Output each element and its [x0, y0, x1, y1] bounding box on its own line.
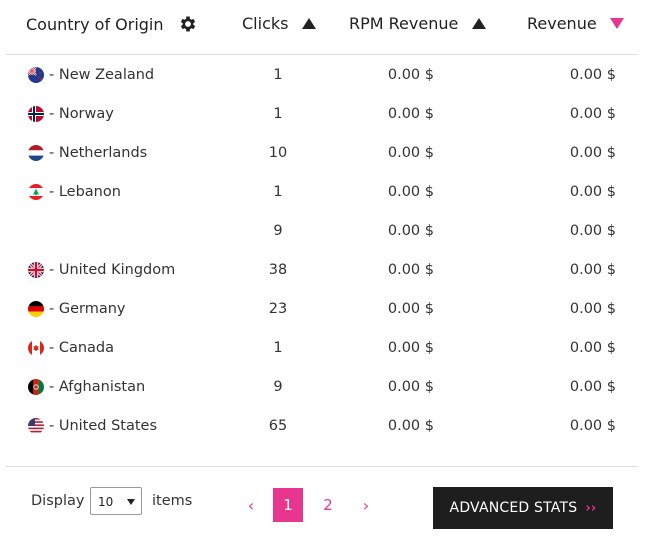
table-row: - New Zealand 1 0.00 $ 0.00 $: [6, 57, 638, 96]
clicks-cell: 9: [273, 379, 283, 395]
flag-united-kingdom-icon: [28, 262, 44, 278]
revenue-cell: 0.00 $: [569, 379, 616, 395]
country-name: - Germany: [49, 301, 126, 317]
country-name: - United States: [49, 418, 158, 434]
rpm-cell: 0.00 $: [387, 340, 434, 356]
column-header-country: Country of Origin: [26, 14, 198, 34]
column-header-rpm[interactable]: RPM Revenue: [349, 14, 487, 33]
country-cell: - Germany: [28, 301, 126, 317]
gear-icon[interactable]: [178, 14, 198, 34]
revenue-cell: 0.00 $: [569, 106, 616, 122]
country-cell: - Canada: [28, 340, 114, 356]
revenue-cell: 0.00 $: [569, 340, 616, 356]
pagination-page-2[interactable]: 2: [323, 496, 333, 514]
rpm-cell: 0.00 $: [387, 418, 434, 434]
flag-norway-icon: [28, 106, 44, 122]
revenue-cell: 0.00 $: [569, 418, 616, 434]
flag-netherlands-icon: [28, 145, 44, 161]
table-row: - United States 65 0.00 $ 0.00 $: [6, 408, 638, 447]
rpm-cell: 0.00 $: [387, 67, 434, 83]
flag-new-zealand-icon: [28, 67, 44, 83]
table-row: - Afghanistan 9 0.00 $ 0.00 $: [6, 369, 638, 408]
flag-afghanistan-icon: [28, 379, 44, 395]
page-size-select[interactable]: 10: [90, 487, 142, 515]
country-name: - Lebanon: [49, 184, 121, 200]
revenue-cell: 0.00 $: [569, 67, 616, 83]
triangle-up-icon[interactable]: [472, 18, 487, 29]
country-cell: - Norway: [28, 106, 114, 122]
flag-germany-icon: [28, 301, 44, 317]
chevron-down-icon: [127, 499, 135, 505]
country-cell: - Netherlands: [28, 145, 147, 161]
column-header-clicks-label: Clicks: [242, 14, 289, 33]
column-header-country-label: Country of Origin: [26, 14, 164, 34]
table-row: 9 0.00 $ 0.00 $: [6, 213, 638, 252]
rpm-cell: 0.00 $: [387, 301, 434, 317]
flag-united-states-icon: [28, 418, 44, 434]
rpm-cell: 0.00 $: [387, 145, 434, 161]
column-header-rpm-label: RPM Revenue: [349, 14, 459, 33]
rpm-cell: 0.00 $: [387, 106, 434, 122]
country-name: - United Kingdom: [49, 262, 176, 278]
pagination-next-button[interactable]: ›: [362, 495, 370, 515]
clicks-cell: 1: [273, 340, 283, 356]
clicks-cell: 10: [268, 145, 288, 161]
table-row: - Netherlands 10 0.00 $ 0.00 $: [6, 135, 638, 174]
revenue-cell: 0.00 $: [569, 145, 616, 161]
table-body: - New Zealand 1 0.00 $ 0.00 $ - Norway 1…: [6, 55, 638, 447]
double-chevron-right-icon: ››: [585, 500, 597, 516]
clicks-cell: 38: [268, 262, 288, 278]
triangle-up-icon[interactable]: [302, 18, 317, 29]
footer-divider: [6, 466, 638, 467]
items-label: items: [152, 493, 193, 509]
revenue-cell: 0.00 $: [569, 223, 616, 239]
country-name: - Norway: [49, 106, 114, 122]
table-row: - Lebanon 1 0.00 $ 0.00 $: [6, 174, 638, 213]
column-header-clicks[interactable]: Clicks: [242, 14, 317, 33]
advanced-stats-label: ADVANCED STATS: [449, 500, 578, 516]
flag-canada-icon: [28, 340, 44, 356]
clicks-cell: 9: [273, 223, 283, 239]
column-header-revenue[interactable]: Revenue: [527, 14, 624, 33]
rpm-cell: 0.00 $: [387, 223, 434, 239]
flag-lebanon-icon: [28, 184, 44, 200]
revenue-cell: 0.00 $: [569, 184, 616, 200]
pagination-prev-button[interactable]: ‹: [247, 495, 255, 515]
country-cell: - Lebanon: [28, 184, 121, 200]
triangle-down-icon[interactable]: [609, 18, 624, 29]
rpm-cell: 0.00 $: [387, 184, 434, 200]
clicks-cell: 1: [273, 106, 283, 122]
country-name: - New Zealand: [49, 67, 155, 83]
country-cell: - United Kingdom: [28, 262, 175, 278]
clicks-cell: 1: [273, 67, 283, 83]
advanced-stats-button[interactable]: ADVANCED STATS ››: [433, 487, 613, 529]
table-row: - United Kingdom 38 0.00 $ 0.00 $: [6, 252, 638, 291]
country-name: - Canada: [49, 340, 115, 356]
column-header-revenue-label: Revenue: [527, 14, 597, 33]
country-name: - Afghanistan: [49, 379, 146, 395]
country-name: - Netherlands: [49, 145, 148, 161]
stats-table: Country of Origin Clicks RPM Revenue Rev…: [6, 0, 638, 447]
rpm-cell: 0.00 $: [387, 379, 434, 395]
revenue-cell: 0.00 $: [569, 301, 616, 317]
page-size-value: 10: [98, 495, 114, 509]
clicks-cell: 65: [268, 418, 288, 434]
clicks-cell: 1: [273, 184, 283, 200]
table-row: - Norway 1 0.00 $ 0.00 $: [6, 96, 638, 135]
table-row: - Canada 1 0.00 $ 0.00 $: [6, 330, 638, 369]
country-cell: - United States: [28, 418, 157, 434]
rpm-cell: 0.00 $: [387, 262, 434, 278]
country-cell: - New Zealand: [28, 67, 154, 83]
country-cell: - Afghanistan: [28, 379, 145, 395]
clicks-cell: 23: [268, 301, 288, 317]
revenue-cell: 0.00 $: [569, 262, 616, 278]
table-header: Country of Origin Clicks RPM Revenue Rev…: [6, 0, 638, 55]
table-row: - Germany 23 0.00 $ 0.00 $: [6, 291, 638, 330]
display-label: Display: [31, 493, 85, 509]
pagination-page-1[interactable]: 1: [273, 488, 303, 522]
